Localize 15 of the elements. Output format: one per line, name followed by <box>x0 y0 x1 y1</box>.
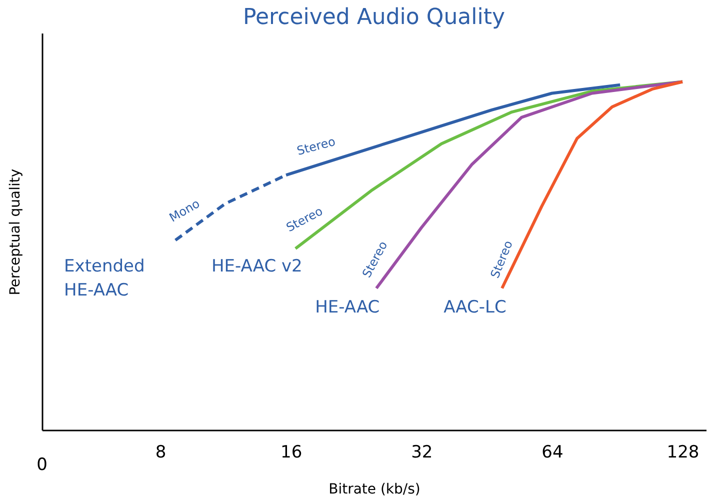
x-tick-label: 8 <box>155 442 166 462</box>
x-axis-title: Bitrate (kb/s) <box>328 482 420 498</box>
x-tick-label: 32 <box>411 442 433 462</box>
text: Extended HE-AAC <box>64 256 145 300</box>
series-label: HE-AAC v2 <box>211 256 302 276</box>
annotation: Stereo <box>295 134 337 158</box>
text: 0 <box>36 454 48 475</box>
y-axis-title: Perceptual quality <box>8 168 24 296</box>
x-tick-label: 16 <box>280 442 302 462</box>
x-tick-label: 64 <box>542 442 564 462</box>
annotation: Mono <box>166 196 202 225</box>
chart-title: Perceived Audio Quality <box>243 5 505 30</box>
series-label: AAC-LC <box>444 297 506 318</box>
series-label: HE-AAC <box>315 297 380 318</box>
x-tick-label: 128 <box>666 442 700 462</box>
